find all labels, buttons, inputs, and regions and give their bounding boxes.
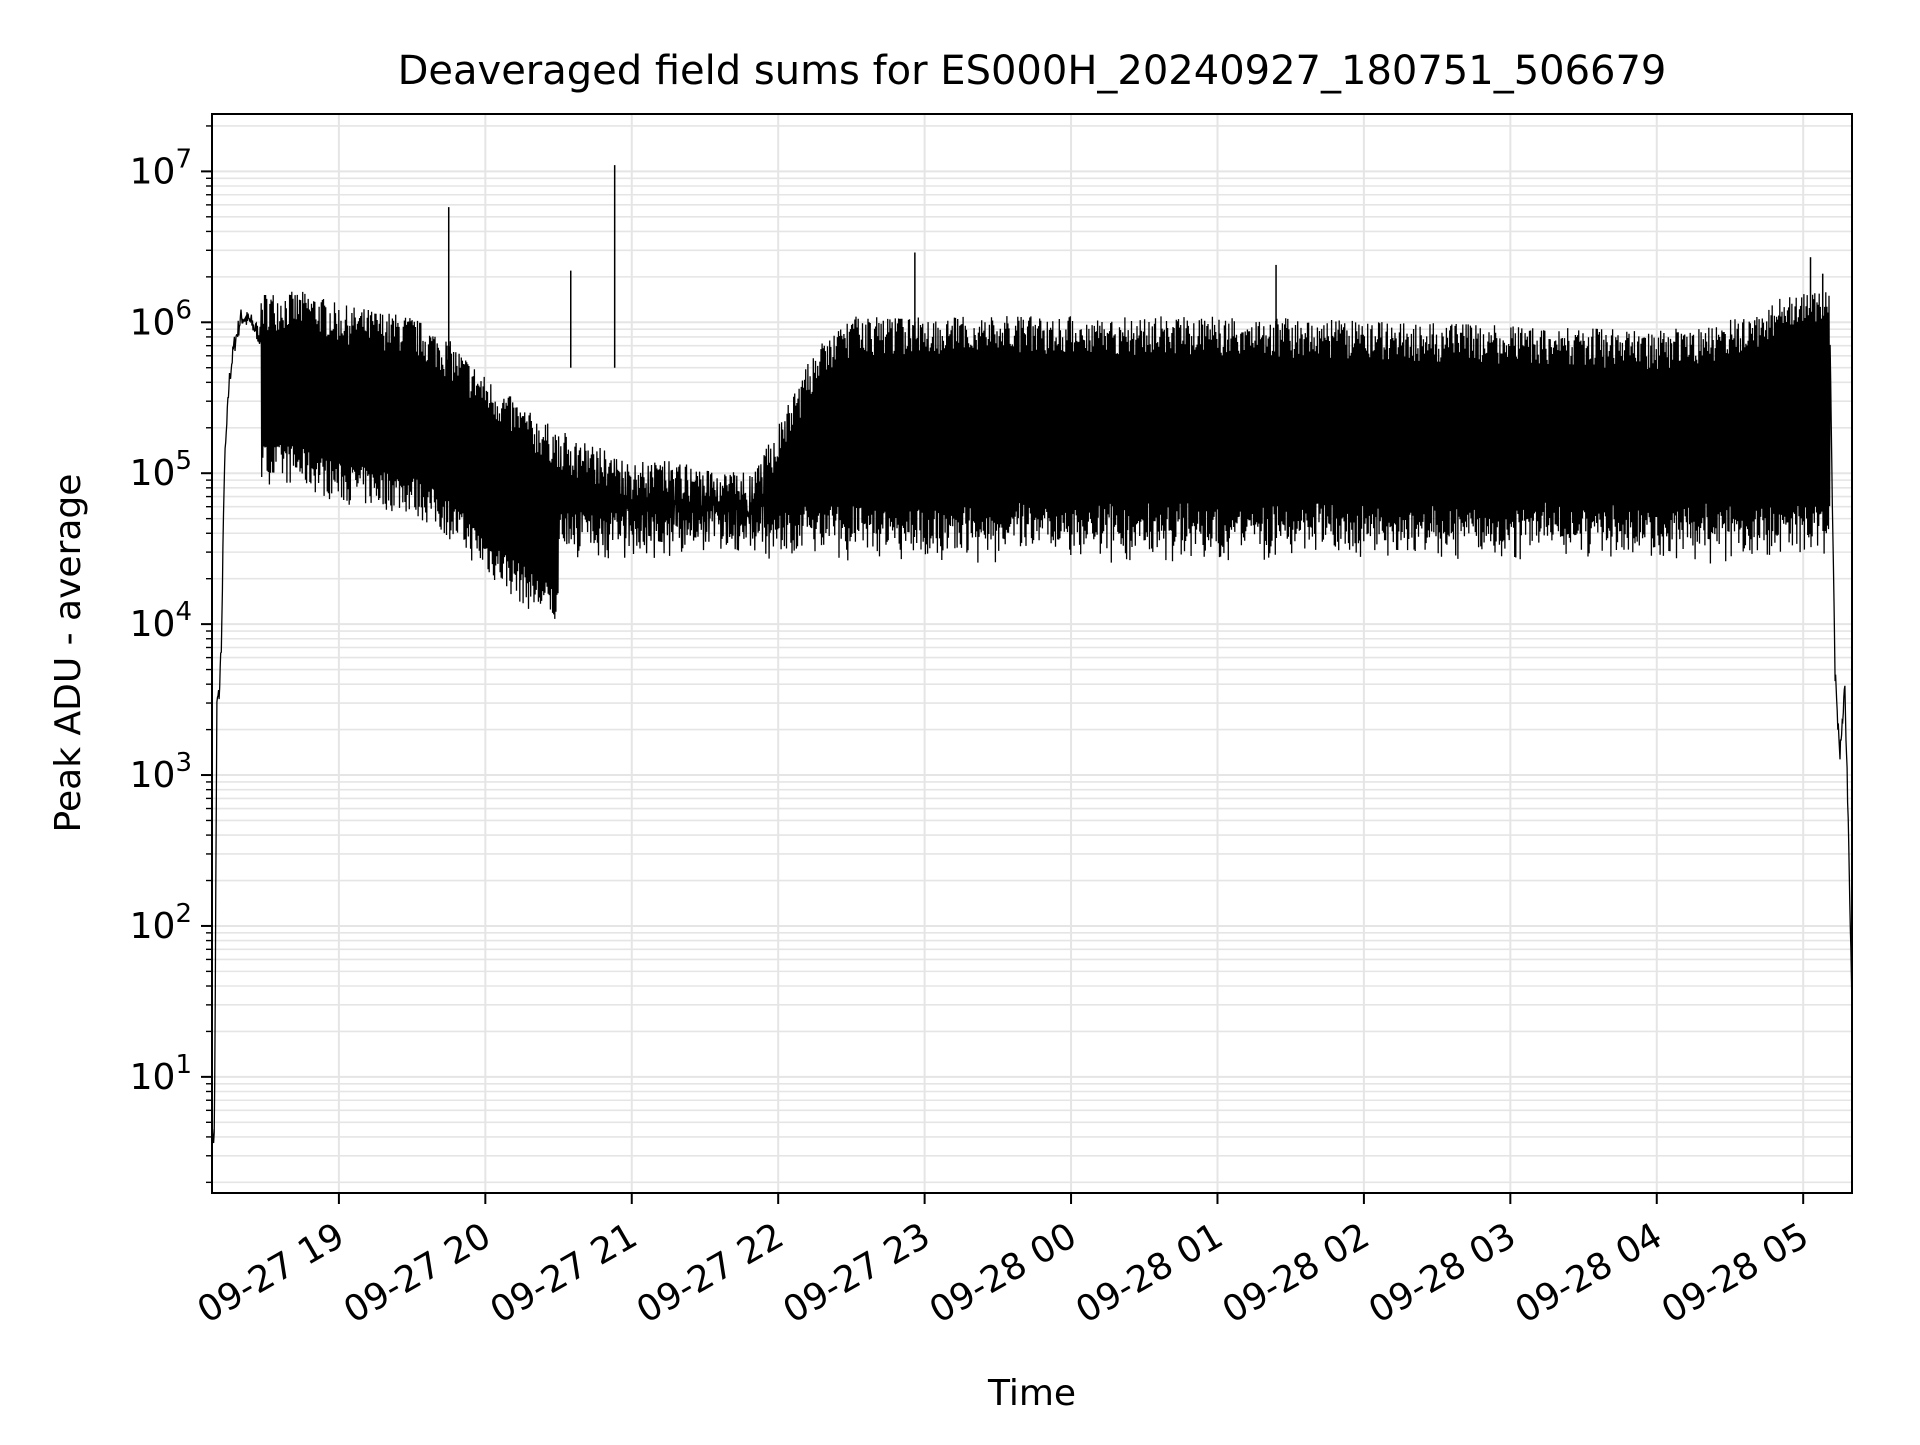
plot-frame [211,113,1853,1194]
y-axis: 101 102 103 104 105 106 107 [130,125,212,1184]
chart-title: Deaveraged field sums for ES000H_2024092… [398,48,1667,94]
series-layer [211,165,1853,1148]
y-tick-label: 106 [130,295,192,343]
y-tick-label: 107 [130,144,192,192]
y-tick-label: 101 [130,1050,192,1098]
y-tick-label: 103 [130,748,192,796]
x-axis-label: Time [987,1373,1076,1414]
y-tick-label: 104 [130,597,192,645]
y-tick-label: 102 [130,899,192,947]
series-line [211,291,1853,1148]
y-tick-label: 105 [130,446,192,494]
y-axis-label: Peak ADU - average [48,474,89,833]
